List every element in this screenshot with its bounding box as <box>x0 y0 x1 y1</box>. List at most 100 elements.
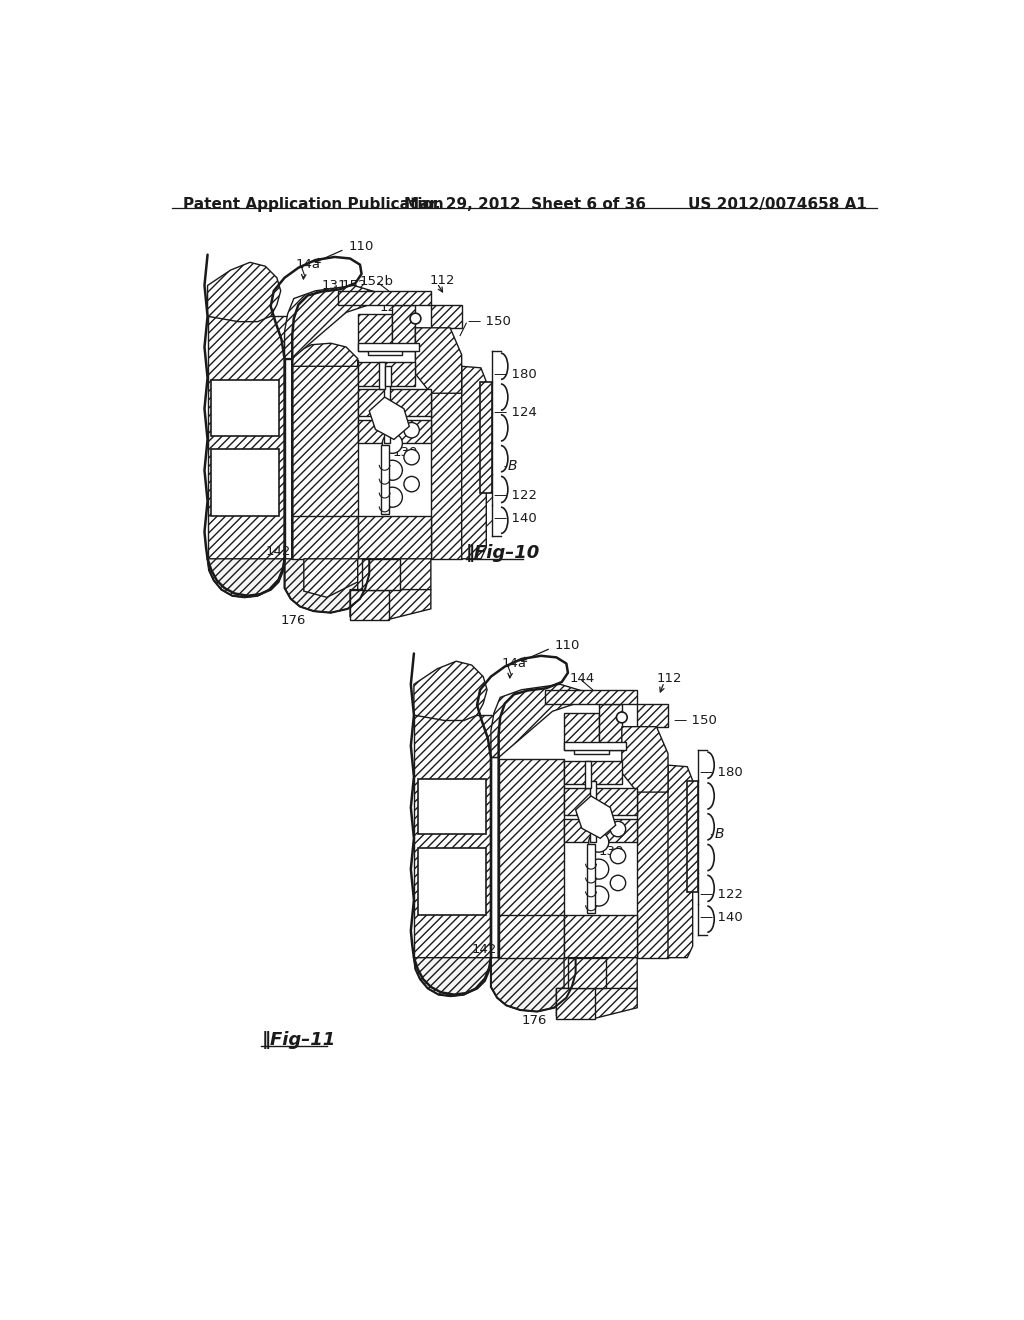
Polygon shape <box>208 263 281 322</box>
Polygon shape <box>416 327 451 363</box>
Polygon shape <box>431 305 462 327</box>
Polygon shape <box>622 726 656 762</box>
Polygon shape <box>357 389 431 416</box>
Bar <box>379 363 385 389</box>
Text: — 150: — 150 <box>468 315 511 329</box>
Bar <box>564 742 626 750</box>
Bar <box>368 348 402 355</box>
Bar <box>384 381 390 444</box>
Polygon shape <box>292 516 357 558</box>
Text: 128: 128 <box>599 698 624 711</box>
Text: 144: 144 <box>355 569 381 582</box>
Bar <box>686 780 698 892</box>
Polygon shape <box>350 590 431 620</box>
Text: 152b: 152b <box>360 275 394 288</box>
Text: Patent Application Publication: Patent Application Publication <box>183 197 443 211</box>
Bar <box>480 381 492 494</box>
Text: 110: 110 <box>555 639 581 652</box>
Text: 14a: 14a <box>502 657 526 671</box>
Text: — 122: — 122 <box>700 888 743 902</box>
Circle shape <box>410 313 421 323</box>
Text: 130: 130 <box>599 845 624 858</box>
Text: 142: 142 <box>472 944 497 957</box>
Polygon shape <box>564 915 637 958</box>
Polygon shape <box>564 762 622 784</box>
Polygon shape <box>545 689 637 704</box>
Polygon shape <box>637 704 668 726</box>
Text: 14a: 14a <box>295 259 321 271</box>
Text: Mar. 29, 2012  Sheet 6 of 36: Mar. 29, 2012 Sheet 6 of 36 <box>403 197 646 211</box>
Text: 152: 152 <box>342 279 367 292</box>
Polygon shape <box>304 558 357 598</box>
Text: 134: 134 <box>423 873 449 886</box>
Text: — 180: — 180 <box>494 367 537 380</box>
Polygon shape <box>285 285 392 359</box>
Polygon shape <box>499 915 564 958</box>
Text: 142: 142 <box>265 545 291 557</box>
Polygon shape <box>575 796 615 838</box>
Circle shape <box>610 875 626 891</box>
Polygon shape <box>357 516 431 558</box>
Polygon shape <box>564 818 637 842</box>
Polygon shape <box>416 327 462 393</box>
Bar <box>211 380 280 436</box>
Circle shape <box>610 821 626 837</box>
Bar <box>574 747 608 754</box>
Text: — 122: — 122 <box>494 490 537 502</box>
Polygon shape <box>499 759 564 958</box>
Text: ‖Fig–11: ‖Fig–11 <box>261 1031 336 1049</box>
Text: 134: 134 <box>217 474 242 487</box>
Circle shape <box>382 487 402 507</box>
Polygon shape <box>357 420 431 444</box>
Text: B: B <box>714 828 724 841</box>
Polygon shape <box>414 661 487 721</box>
Bar <box>587 843 595 913</box>
Text: 176: 176 <box>281 614 306 627</box>
Bar <box>418 779 485 834</box>
Circle shape <box>382 407 402 426</box>
Bar <box>350 590 388 620</box>
Bar <box>381 445 388 515</box>
Polygon shape <box>668 766 692 958</box>
Bar <box>357 343 419 351</box>
Text: 136: 136 <box>219 395 245 408</box>
Circle shape <box>589 886 608 906</box>
Text: — 140: — 140 <box>700 911 743 924</box>
Polygon shape <box>357 363 416 385</box>
Polygon shape <box>490 684 599 758</box>
Text: — 140: — 140 <box>494 512 537 525</box>
Circle shape <box>610 849 626 863</box>
Polygon shape <box>339 290 431 305</box>
Polygon shape <box>370 397 410 440</box>
Text: 112: 112 <box>656 672 682 685</box>
Circle shape <box>589 859 608 879</box>
Circle shape <box>382 433 402 453</box>
Polygon shape <box>357 314 392 351</box>
Text: US 2012/0074658 A1: US 2012/0074658 A1 <box>688 197 866 211</box>
Polygon shape <box>357 558 431 605</box>
Polygon shape <box>292 343 357 367</box>
Polygon shape <box>292 360 357 558</box>
Bar <box>585 762 591 788</box>
Polygon shape <box>208 317 292 558</box>
Text: 110: 110 <box>348 240 374 253</box>
Polygon shape <box>637 766 668 958</box>
Text: 128: 128 <box>380 301 406 314</box>
Text: — 124: — 124 <box>494 407 537 418</box>
Bar <box>590 780 596 842</box>
Text: 131: 131 <box>322 279 347 292</box>
Bar <box>418 847 485 915</box>
Bar <box>385 367 391 385</box>
Polygon shape <box>556 989 637 1019</box>
Text: — 150: — 150 <box>674 714 717 727</box>
Circle shape <box>382 461 402 480</box>
Polygon shape <box>564 713 599 750</box>
Text: 132: 132 <box>566 995 592 1008</box>
Bar <box>556 989 595 1019</box>
Polygon shape <box>564 788 637 816</box>
Polygon shape <box>392 305 416 351</box>
Polygon shape <box>564 958 637 1003</box>
Circle shape <box>403 422 419 438</box>
Text: B: B <box>508 459 517 474</box>
Circle shape <box>403 477 419 492</box>
